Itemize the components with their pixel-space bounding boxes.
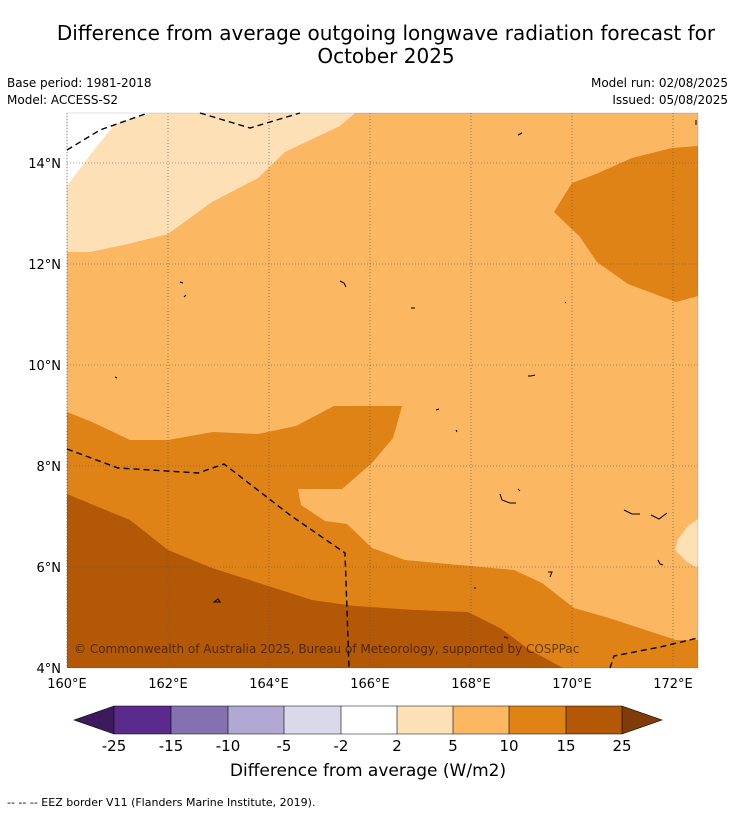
contour-15-25 xyxy=(67,494,563,668)
colorbar-segment-9 xyxy=(566,706,622,734)
lon-tick-1: 162°E xyxy=(148,677,188,692)
title-line-1: Difference from average outgoing longwav… xyxy=(56,21,716,45)
colorbar-segment-1 xyxy=(114,706,171,734)
colorbar-segment-5 xyxy=(341,706,397,734)
colorbar-extend-high xyxy=(622,706,662,734)
lat-tick-5: 14°N xyxy=(28,157,61,172)
lon-tick-4: 168°E xyxy=(451,677,491,692)
colorbar: -25 -15 -10 -5 -2 2 5 10 15 25 xyxy=(73,705,663,755)
lat-tick-1: 6°N xyxy=(37,561,62,576)
chart-title: Difference from average outgoing longwav… xyxy=(30,22,736,68)
eez-border xyxy=(66,112,699,669)
colorbar-segment-4 xyxy=(284,706,341,734)
model-name: Model: ACCESS-S2 xyxy=(7,93,119,107)
cb-tick-0: -25 xyxy=(102,737,127,755)
meta-right: Model run: 02/08/2025 Issued: 05/08/2025 xyxy=(591,75,728,109)
model-run: Model run: 02/08/2025 xyxy=(590,76,728,90)
cb-tick-6: 5 xyxy=(448,737,458,755)
map-frame xyxy=(66,112,699,669)
footnote: -- -- -- EEZ border V11 (Flanders Marine… xyxy=(7,796,316,809)
lat-tick-2: 8°N xyxy=(37,460,62,475)
issued-date: Issued: 05/08/2025 xyxy=(612,93,728,107)
cb-tick-2: -10 xyxy=(216,737,241,755)
cb-tick-4: -2 xyxy=(334,737,349,755)
cb-tick-3: -5 xyxy=(277,737,292,755)
graticule xyxy=(66,113,698,668)
lat-tick-0: 4°N xyxy=(37,662,62,677)
colorbar-extend-low xyxy=(74,706,114,734)
lon-tick-2: 164°E xyxy=(249,677,289,692)
title-line-2: October 2025 xyxy=(317,44,455,68)
lon-tick-3: 166°E xyxy=(350,677,390,692)
colorbar-segment-2 xyxy=(171,706,228,734)
base-period: Base period: 1981-2018 xyxy=(7,76,152,90)
lon-tick-6: 172°E xyxy=(653,677,693,692)
lon-tick-5: 170°E xyxy=(552,677,592,692)
meta-left: Base period: 1981-2018 Model: ACCESS-S2 xyxy=(7,75,152,109)
cb-tick-5: 2 xyxy=(392,737,402,755)
colorbar-dividers xyxy=(113,706,623,734)
lat-axis: 4°N 6°N 8°N 10°N 12°N 14°N xyxy=(28,157,61,677)
islands xyxy=(114,120,697,639)
contour-2-5-east xyxy=(675,519,698,568)
contour-2-5 xyxy=(67,113,355,252)
lat-tick-4: 12°N xyxy=(28,258,61,273)
colorbar-segment-6 xyxy=(397,706,453,734)
colorbar-segment-8 xyxy=(509,706,566,734)
cb-tick-8: 15 xyxy=(556,737,575,755)
lat-tick-3: 10°N xyxy=(28,359,61,374)
colorbar-segment-3 xyxy=(228,706,284,734)
map-plot: © Commonwealth of Australia 2025, Bureau… xyxy=(66,112,699,669)
colorbar-label: Difference from average (W/m2) xyxy=(229,761,507,781)
contour-10-15-ne xyxy=(554,146,698,302)
colorbar-segment-7 xyxy=(453,706,509,734)
lon-tick-0: 160°E xyxy=(47,677,87,692)
copyright-text: © Commonwealth of Australia 2025, Bureau… xyxy=(74,642,579,656)
contour-neutral xyxy=(67,113,150,186)
colorbar-ticks: -25 -15 -10 -5 -2 2 5 10 15 25 xyxy=(102,737,632,755)
cb-tick-9: 25 xyxy=(612,737,631,755)
cb-tick-7: 10 xyxy=(499,737,518,755)
lon-axis: 160°E 162°E 164°E 166°E 168°E 170°E 172°… xyxy=(47,677,693,692)
cb-tick-1: -15 xyxy=(159,737,184,755)
